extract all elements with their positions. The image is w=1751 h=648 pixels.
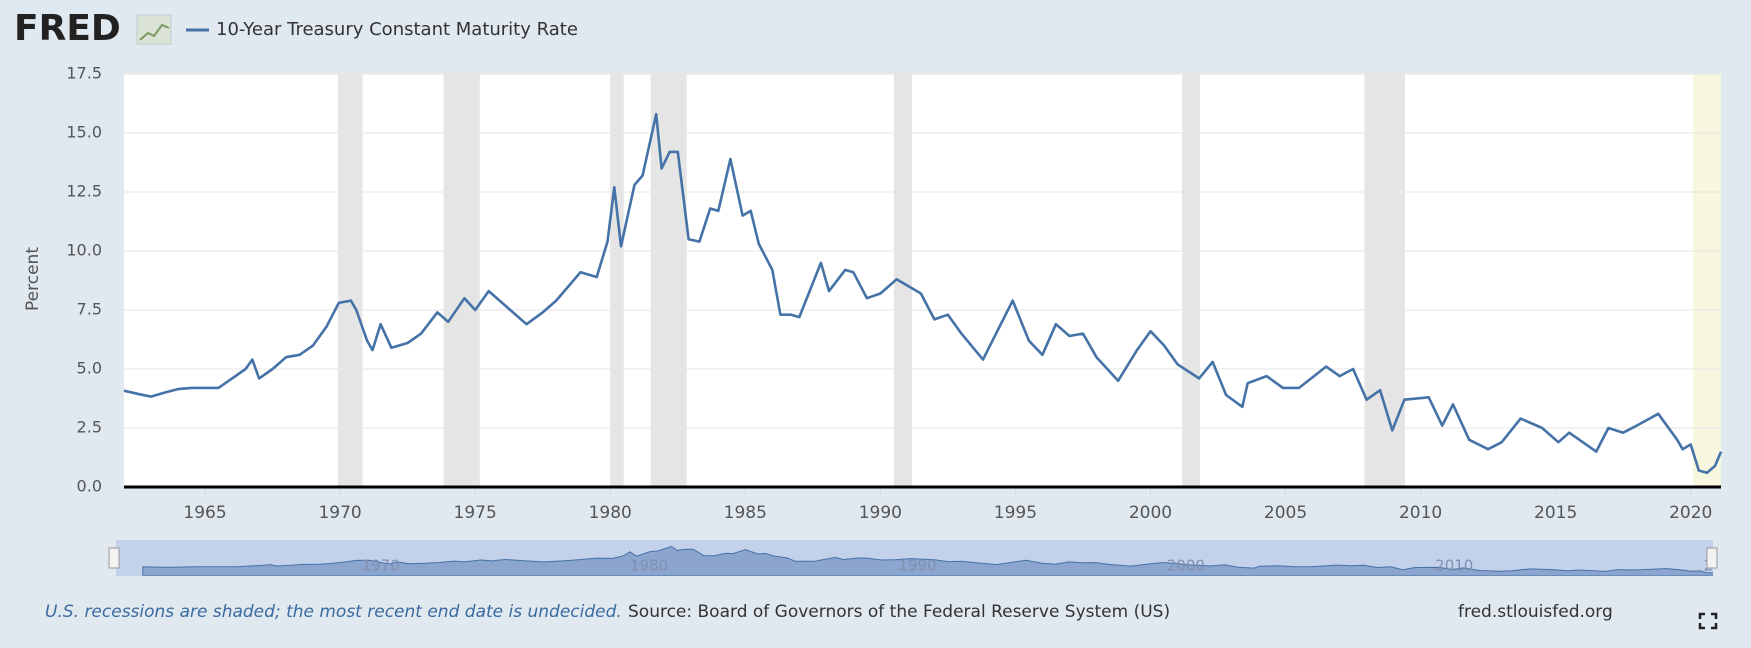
x-tick-label: 1985 bbox=[724, 503, 767, 523]
legend-label: 10-Year Treasury Constant Maturity Rate bbox=[216, 19, 578, 40]
y-tick-label: 0.0 bbox=[77, 477, 102, 496]
navigator-tick-label: 1990 bbox=[898, 557, 936, 575]
navigator-handle[interactable] bbox=[1706, 547, 1718, 569]
x-tick-label: 1990 bbox=[859, 503, 902, 523]
x-tick-label: 2015 bbox=[1534, 503, 1577, 523]
logo-icon bbox=[136, 14, 172, 45]
y-tick-label: 2.5 bbox=[77, 418, 102, 437]
recession-band bbox=[650, 74, 687, 487]
x-tick-label: 2005 bbox=[1264, 503, 1307, 523]
navigator-tick-label: 1980 bbox=[630, 557, 668, 575]
navigator-area bbox=[142, 545, 1713, 576]
logo: FRED bbox=[14, 8, 121, 49]
recession-band bbox=[337, 74, 363, 487]
x-tick-label: 1980 bbox=[589, 503, 632, 523]
x-tick-label: 1995 bbox=[994, 503, 1037, 523]
x-tick-label: 2020 bbox=[1669, 503, 1712, 523]
x-tick-label: 2010 bbox=[1399, 503, 1442, 523]
recession-band bbox=[1364, 74, 1405, 487]
recession-band bbox=[443, 74, 480, 487]
y-axis-label: Percent bbox=[23, 247, 43, 311]
y-tick-label: 17.5 bbox=[66, 64, 102, 83]
recession-band bbox=[1182, 74, 1200, 487]
x-tick-label: 1965 bbox=[183, 503, 226, 523]
navigator-tick-label: 1970 bbox=[362, 557, 400, 575]
fullscreen-icon[interactable] bbox=[1698, 612, 1718, 630]
recession-band bbox=[1692, 74, 1721, 487]
recession-note: U.S. recessions are shaded; the most rec… bbox=[45, 602, 622, 622]
navigator-tick-label: 2000 bbox=[1167, 557, 1205, 575]
site[interactable]: fred.stlouisfed.org bbox=[1458, 602, 1613, 622]
x-tick-label: 2000 bbox=[1129, 503, 1172, 523]
recession-band bbox=[610, 74, 624, 487]
navigator-handle[interactable] bbox=[108, 547, 120, 569]
recession-band bbox=[893, 74, 912, 487]
plot-area bbox=[124, 74, 1721, 487]
y-tick-label: 5.0 bbox=[77, 359, 102, 378]
x-tick-label: 1970 bbox=[318, 503, 361, 523]
x-tick-label: 1975 bbox=[454, 503, 497, 523]
navigator-tick-label: 2010 bbox=[1435, 557, 1473, 575]
y-tick-label: 15.0 bbox=[66, 123, 102, 142]
source: Source: Board of Governors of the Federa… bbox=[628, 602, 1170, 622]
y-tick-label: 12.5 bbox=[66, 182, 102, 201]
y-tick-label: 10.0 bbox=[66, 241, 102, 260]
series-line bbox=[123, 112, 1723, 475]
y-tick-label: 7.5 bbox=[77, 300, 102, 319]
